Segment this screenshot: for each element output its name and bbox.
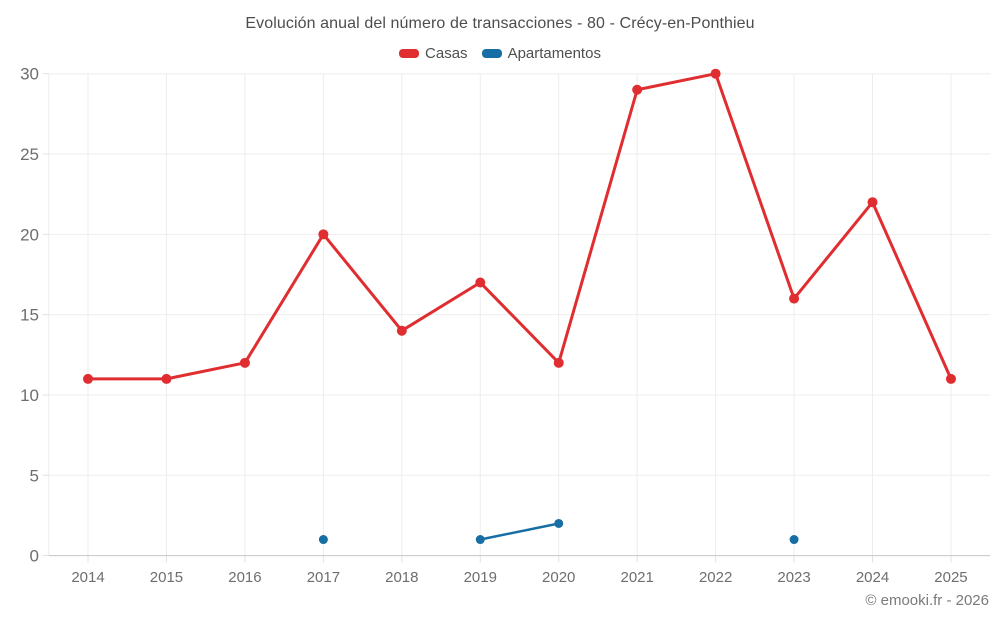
data-point-casas-2015[interactable] (161, 373, 172, 384)
chart-title: Evolución anual del número de transaccio… (245, 15, 755, 32)
data-point-casas-2025[interactable] (945, 373, 956, 384)
data-point-casas-2022[interactable] (710, 68, 721, 79)
x-tick-label: 2017 (307, 569, 340, 586)
y-tick-label: 25 (20, 145, 39, 164)
legend-label-casas: Casas (425, 45, 468, 62)
data-point-apartamentos-2020[interactable] (554, 518, 564, 528)
series-apartamentos (318, 518, 799, 545)
series-line (86, 72, 953, 381)
legend-item-apartamentos[interactable]: Apartamentos (481, 45, 601, 62)
y-tick-label: 20 (20, 225, 39, 244)
x-tick-label: 2025 (934, 569, 967, 586)
legend: Casas Apartamentos (0, 45, 1000, 62)
legend-swatch-apartamentos-icon (481, 49, 502, 58)
data-point-apartamentos-2023[interactable] (789, 535, 799, 545)
y-tick-label: 10 (20, 386, 39, 405)
x-tick-label: 2020 (542, 569, 575, 586)
y-tick-label: 0 (30, 547, 39, 566)
x-tick-label: 2023 (777, 569, 810, 586)
x-tick-label: 2022 (699, 569, 732, 586)
series-casas (83, 68, 956, 384)
x-tick-label: 2014 (71, 569, 104, 586)
data-point-casas-2021[interactable] (632, 84, 643, 95)
x-tick-label: 2024 (856, 569, 889, 586)
y-tick-label: 15 (20, 306, 39, 325)
data-point-casas-2019[interactable] (475, 277, 486, 288)
legend-label-apartamentos: Apartamentos (507, 45, 601, 62)
data-point-casas-2017[interactable] (318, 229, 329, 240)
gridlines (42, 73, 991, 563)
x-tick-label: 2015 (150, 569, 183, 586)
y-tick-label: 30 (20, 65, 39, 84)
x-tick-label: 2019 (464, 569, 497, 586)
copyright: © emooki.fr - 2026 (865, 592, 989, 609)
data-point-apartamentos-2019[interactable] (475, 535, 485, 545)
data-point-casas-2023[interactable] (789, 293, 800, 304)
legend-swatch-casas-icon (399, 49, 420, 58)
x-tick-label: 2021 (620, 569, 653, 586)
data-point-casas-2024[interactable] (867, 197, 878, 208)
legend-item-casas[interactable]: Casas (399, 45, 468, 62)
data-point-casas-2020[interactable] (553, 357, 564, 368)
data-point-casas-2016[interactable] (239, 357, 250, 368)
x-tick-label: 2016 (228, 569, 261, 586)
data-point-casas-2014[interactable] (83, 373, 94, 384)
data-point-casas-2018[interactable] (396, 325, 407, 336)
series-line (479, 522, 560, 541)
data-point-apartamentos-2017[interactable] (318, 535, 328, 545)
x-tick-label: 2018 (385, 569, 418, 586)
y-tick-label: 5 (30, 466, 39, 485)
